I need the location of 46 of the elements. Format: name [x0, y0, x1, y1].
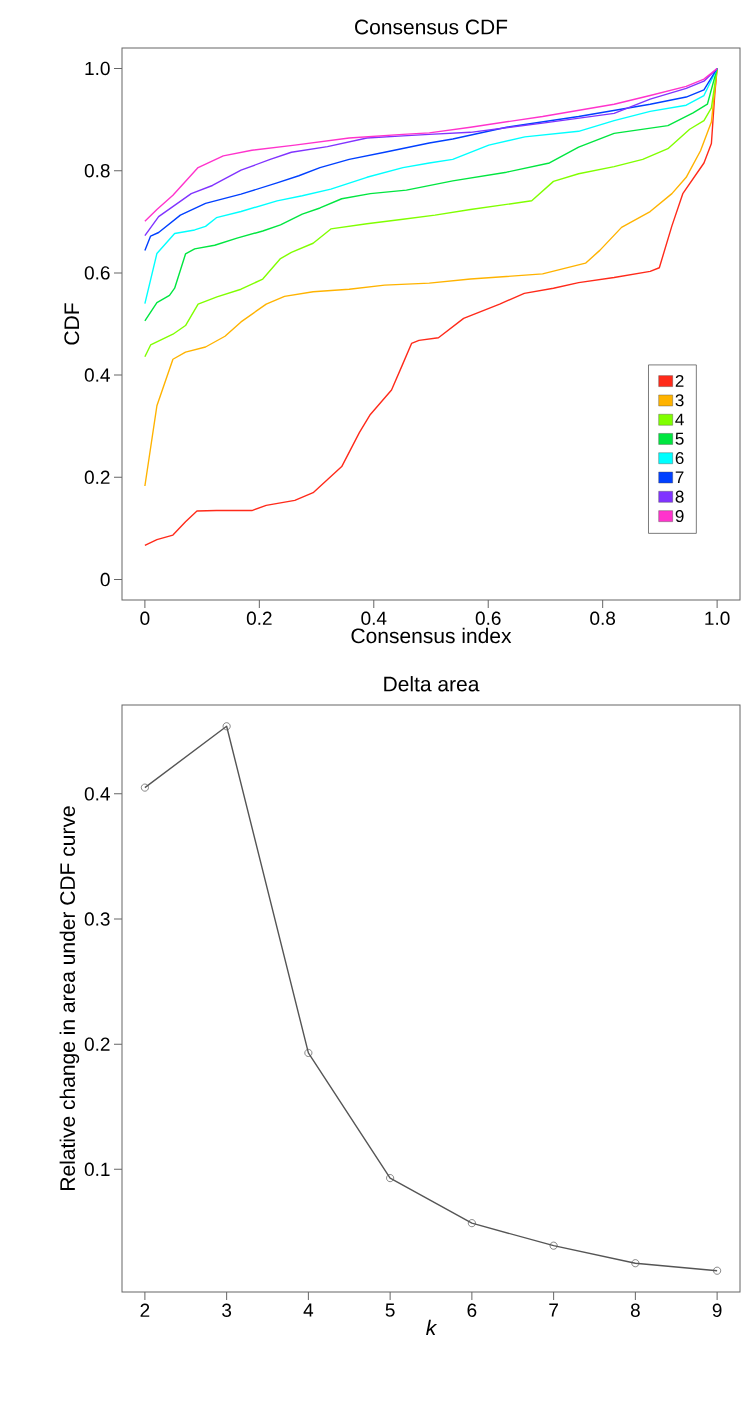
- point: [713, 1266, 722, 1275]
- x-tick-label: 8: [630, 1303, 640, 1317]
- legend-label: 3: [675, 394, 684, 407]
- y-tick-label: 0.8: [84, 163, 110, 178]
- point: [631, 1259, 640, 1268]
- legend-label: 9: [675, 509, 684, 523]
- x-tick-label: 3: [222, 1303, 232, 1317]
- x-tick-label: 0: [140, 611, 150, 625]
- y-axis-title: CDF: [64, 303, 80, 345]
- point: [222, 722, 231, 731]
- x-tick-label: 0.2: [246, 611, 272, 625]
- x-tick-label: 1.0: [705, 611, 730, 625]
- point: [140, 783, 149, 792]
- legend-label: 2: [675, 374, 684, 387]
- y-tick-label: 0.4: [84, 787, 110, 801]
- legend-label: 7: [675, 471, 684, 484]
- x-tick-label: 4: [303, 1303, 314, 1317]
- y-axis-title: Relative change in area under CDF curve: [59, 806, 80, 1190]
- x-tick-label: 6: [467, 1303, 477, 1317]
- y-tick-label: 0.2: [84, 470, 110, 485]
- y-tick-label: 0: [100, 572, 110, 587]
- x-tick-label: 9: [712, 1303, 722, 1317]
- y-tick-label: 0.2: [84, 1037, 110, 1051]
- y-tick-label: 0.4: [84, 368, 110, 382]
- point: [386, 1174, 395, 1183]
- x-axis-title: k: [426, 1319, 438, 1336]
- legend-label: 8: [675, 490, 684, 503]
- point: [549, 1241, 558, 1250]
- legend-label: 6: [675, 452, 684, 465]
- y-tick-label: 1.0: [85, 61, 110, 76]
- x-tick-label: 0.8: [590, 611, 616, 625]
- y-tick-label: 0.1: [84, 1162, 110, 1177]
- x-tick-label: 2: [140, 1303, 150, 1317]
- x-tick-label: 0.6: [475, 611, 501, 625]
- x-tick-label: 0.4: [361, 611, 387, 625]
- legend-label: 4: [675, 413, 684, 426]
- point: [467, 1219, 476, 1228]
- x-axis-title: Consensus index: [351, 627, 512, 644]
- chart-title: Delta area: [384, 676, 480, 692]
- y-tick-label: 0.3: [84, 912, 110, 926]
- chart-title: Consensus CDF: [355, 19, 508, 35]
- point: [304, 1048, 313, 1057]
- x-tick-label: 7: [549, 1303, 558, 1317]
- x-tick-label: 5: [385, 1303, 395, 1317]
- y-tick-label: 0.6: [84, 266, 110, 280]
- legend-label: 5: [675, 432, 684, 445]
